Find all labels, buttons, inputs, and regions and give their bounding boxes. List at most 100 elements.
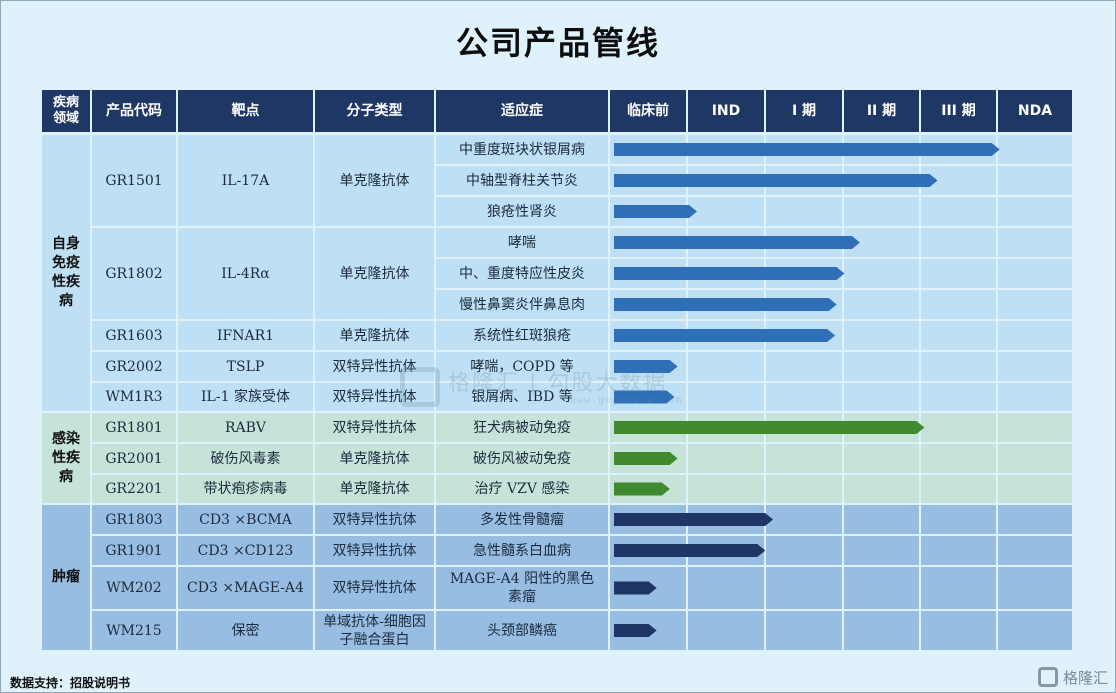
phase-grid-cell — [688, 166, 764, 195]
phase-grid-cell — [766, 228, 842, 257]
phase-grid-cell — [766, 383, 842, 411]
product-target: IL-4Rα — [178, 228, 313, 319]
phase-grid-cell — [610, 259, 686, 288]
phase-grid-cell — [688, 567, 764, 609]
product-molecule-type: 双特异性抗体 — [315, 536, 434, 565]
phase-grid-cell — [766, 413, 842, 442]
phase-grid-cell — [844, 166, 919, 195]
product-target: RABV — [178, 413, 313, 442]
phase-grid-cell — [610, 505, 686, 534]
phase-grid-cell — [766, 536, 842, 565]
phase-grid-cell — [921, 135, 996, 164]
phase-grid-cell — [610, 567, 686, 609]
phase-grid-cell — [766, 611, 842, 650]
product-target: IFNAR1 — [178, 321, 313, 350]
header-phase-0: 临床前 — [610, 90, 686, 132]
phase-grid-cell — [688, 290, 764, 319]
product-target: 破伤风毒素 — [178, 444, 313, 473]
phase-grid-cell — [688, 197, 764, 226]
brand-logo-icon — [1037, 667, 1058, 687]
product-code: GR2201 — [92, 475, 176, 503]
phase-grid-cell — [610, 352, 686, 381]
phase-grid-cell — [766, 321, 842, 350]
phase-grid-cell — [998, 444, 1072, 473]
phase-grid-cell — [844, 197, 919, 226]
phase-grid-cell — [844, 290, 919, 319]
product-target: 保密 — [178, 611, 313, 650]
phase-grid-cell — [610, 228, 686, 257]
product-target: IL-17A — [178, 135, 313, 226]
product-molecule-type: 单克隆抗体 — [315, 444, 434, 473]
phase-grid-cell — [610, 166, 686, 195]
header-code: 产品代码 — [92, 90, 176, 132]
indication-label: 中、重度特应性皮炎 — [436, 259, 608, 288]
phase-grid-cell — [998, 228, 1072, 257]
indication-label: 中轴型脊柱关节炎 — [436, 166, 608, 195]
phase-grid-cell — [921, 383, 996, 411]
phase-grid-cell — [998, 536, 1072, 565]
phase-grid-cell — [844, 567, 919, 609]
phase-grid-cell — [998, 321, 1072, 350]
phase-grid-cell — [921, 197, 996, 226]
product-target: TSLP — [178, 352, 313, 381]
header-phase-3: II 期 — [844, 90, 919, 132]
header-phase-1: IND — [688, 90, 764, 132]
phase-grid-cell — [921, 505, 996, 534]
product-molecule-type: 双特异性抗体 — [315, 505, 434, 534]
indication-label: MAGE-A4 阳性的黑色素瘤 — [436, 567, 608, 609]
phase-grid-cell — [921, 166, 996, 195]
product-target: IL-1 家族受体 — [178, 383, 313, 411]
phase-grid-cell — [766, 259, 842, 288]
product-code: GR1501 — [92, 135, 176, 226]
indication-label: 哮喘，COPD 等 — [436, 352, 608, 381]
phase-grid-cell — [610, 197, 686, 226]
phase-grid-cell — [921, 290, 996, 319]
phase-grid-cell — [766, 444, 842, 473]
phase-grid-cell — [998, 259, 1072, 288]
data-source-note: 数据支持：招股说明书 — [10, 676, 131, 690]
phase-grid-cell — [688, 505, 764, 534]
indication-label: 哮喘 — [436, 228, 608, 257]
indication-label: 狼疮性肾炎 — [436, 197, 608, 226]
phase-grid-cell — [921, 352, 996, 381]
product-molecule-type: 单克隆抗体 — [315, 228, 434, 319]
phase-grid-cell — [688, 321, 764, 350]
header-phase-4: III 期 — [921, 90, 996, 132]
indication-label: 多发性骨髓瘤 — [436, 505, 608, 534]
phase-grid-cell — [998, 197, 1072, 226]
phase-grid-cell — [610, 611, 686, 650]
phase-grid-cell — [921, 536, 996, 565]
phase-grid-cell — [844, 413, 919, 442]
indication-label: 狂犬病被动免疫 — [436, 413, 608, 442]
product-molecule-type: 单域抗体-细胞因子融合蛋白 — [315, 611, 434, 650]
product-molecule-type: 双特异性抗体 — [315, 352, 434, 381]
phase-grid-cell — [688, 536, 764, 565]
product-code: GR1802 — [92, 228, 176, 319]
product-code: GR1801 — [92, 413, 176, 442]
product-molecule-type: 双特异性抗体 — [315, 413, 434, 442]
phase-grid-cell — [844, 536, 919, 565]
phase-grid-cell — [921, 611, 996, 650]
product-molecule-type: 单克隆抗体 — [315, 135, 434, 226]
phase-grid-cell — [610, 290, 686, 319]
header-mol: 分子类型 — [315, 90, 434, 132]
indication-label: 中重度斑块状银屑病 — [436, 135, 608, 164]
phase-grid-cell — [766, 567, 842, 609]
product-target: 带状疱疹病毒 — [178, 475, 313, 503]
phase-grid-cell — [844, 383, 919, 411]
phase-grid-cell — [998, 166, 1072, 195]
product-target: CD3 ×BCMA — [178, 505, 313, 534]
header-phase-2: I 期 — [766, 90, 842, 132]
indication-label: 系统性红斑狼疮 — [436, 321, 608, 350]
phase-grid-cell — [766, 197, 842, 226]
phase-grid-cell — [766, 475, 842, 503]
product-molecule-type: 单克隆抗体 — [315, 475, 434, 503]
phase-grid-cell — [844, 135, 919, 164]
header-area: 疾病领域 — [42, 90, 90, 132]
category-0: 自身免疫性疾病 — [42, 135, 90, 411]
phase-grid-cell — [688, 611, 764, 650]
brand-mark: 格隆汇 — [1037, 666, 1108, 688]
product-code: GR1603 — [92, 321, 176, 350]
phase-grid-cell — [766, 135, 842, 164]
product-molecule-type: 双特异性抗体 — [315, 567, 434, 609]
